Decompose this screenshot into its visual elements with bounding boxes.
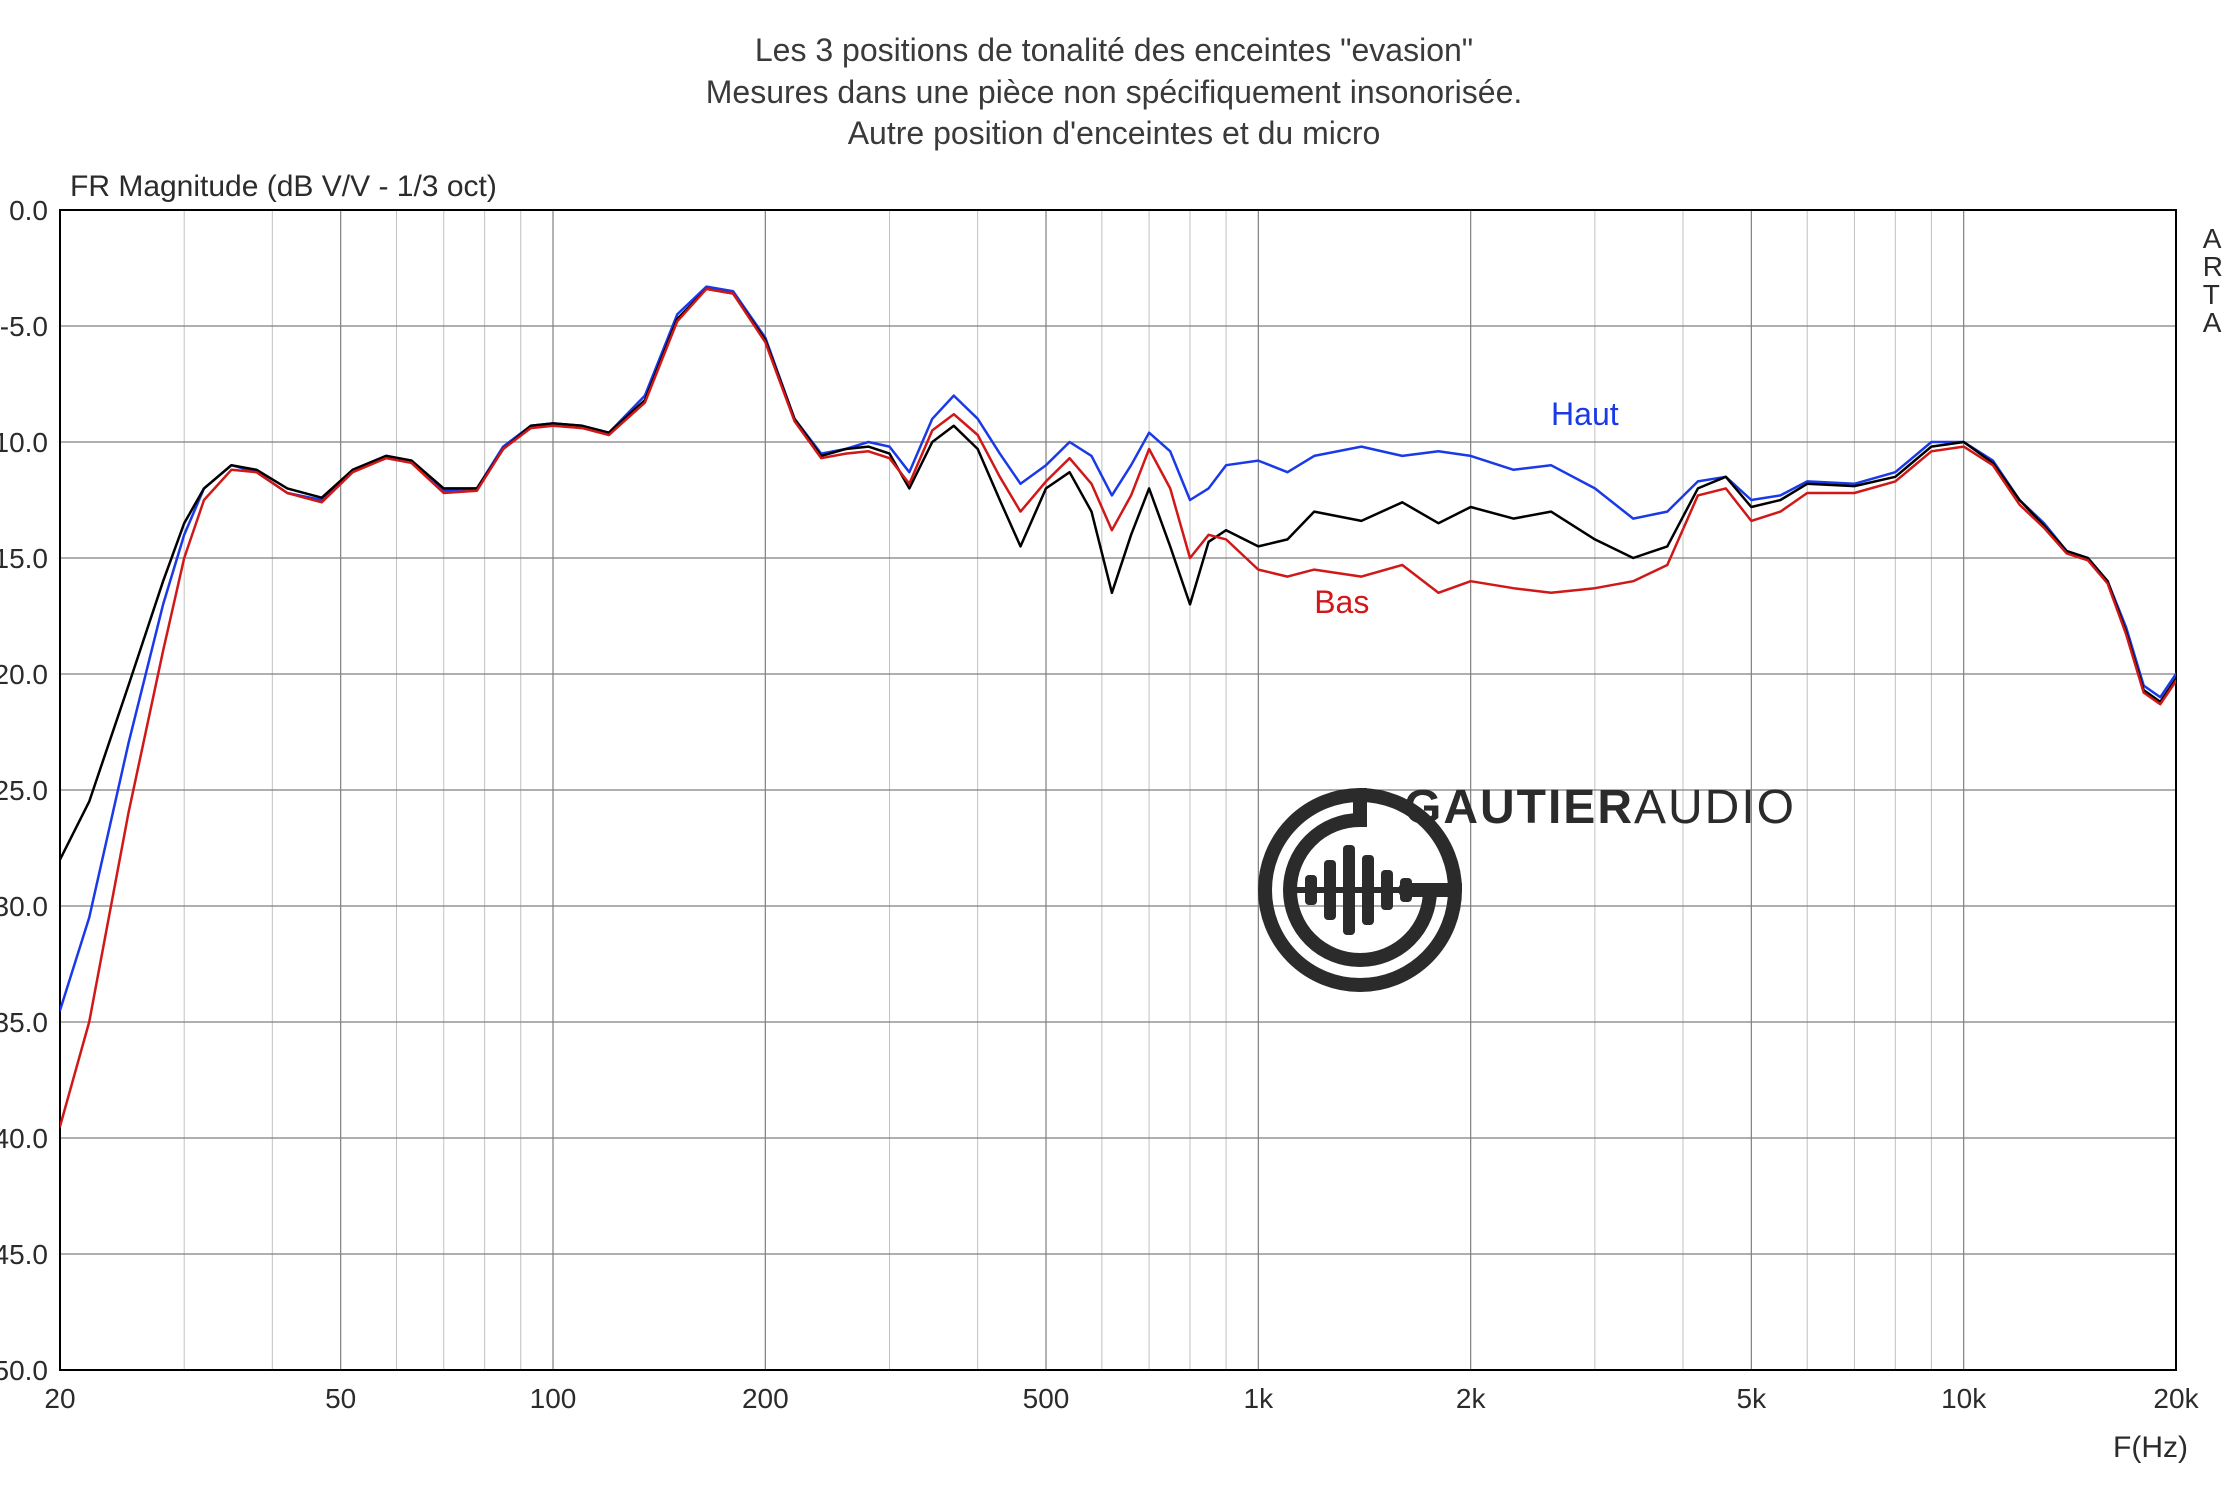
svg-text:-5.0: -5.0 <box>0 311 48 342</box>
svg-text:10k: 10k <box>1941 1383 1987 1414</box>
svg-text:-10.0: -10.0 <box>0 427 48 458</box>
svg-text:-45.0: -45.0 <box>0 1239 48 1270</box>
x-axis-title: F(Hz) <box>2113 1431 2188 1465</box>
svg-text:5k: 5k <box>1737 1383 1768 1414</box>
svg-text:200: 200 <box>742 1383 789 1414</box>
annotation-bas: Bas <box>1314 584 1369 621</box>
svg-text:1k: 1k <box>1244 1383 1275 1414</box>
svg-text:-15.0: -15.0 <box>0 543 48 574</box>
svg-text:2k: 2k <box>1456 1383 1487 1414</box>
svg-text:50: 50 <box>325 1383 356 1414</box>
svg-text:100: 100 <box>530 1383 577 1414</box>
svg-text:-35.0: -35.0 <box>0 1007 48 1038</box>
brand-logo: GAUTIERAUDIO <box>1250 780 1950 835</box>
annotation-haut: Haut <box>1551 396 1619 433</box>
svg-text:500: 500 <box>1023 1383 1070 1414</box>
svg-text:0.0: 0.0 <box>9 195 48 226</box>
figure: Les 3 positions de tonalité des enceinte… <box>0 0 2228 1495</box>
svg-text:-20.0: -20.0 <box>0 659 48 690</box>
svg-text:20: 20 <box>44 1383 75 1414</box>
svg-text:20k: 20k <box>2153 1383 2199 1414</box>
svg-text:-30.0: -30.0 <box>0 891 48 922</box>
svg-text:-25.0: -25.0 <box>0 775 48 806</box>
svg-text:-40.0: -40.0 <box>0 1123 48 1154</box>
brand-logo-icon <box>1250 780 1470 1000</box>
chart-svg: 20 50 100 200 500 1k 2k 5k 10k 20k 0.0 -5.0 -10.0 -15… <box>0 0 2228 1495</box>
svg-text:-50.0: -50.0 <box>0 1355 48 1386</box>
